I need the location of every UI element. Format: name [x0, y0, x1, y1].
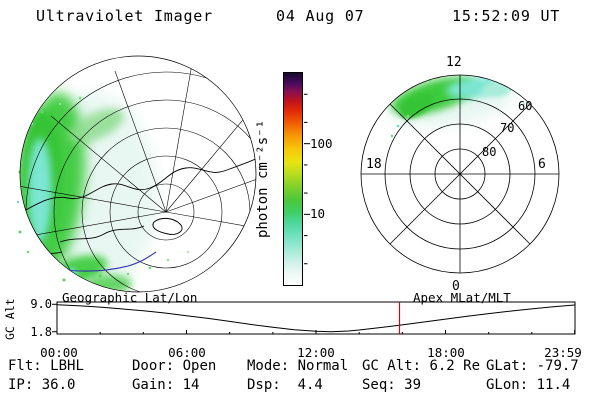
status-ip: IP: 36.0: [8, 377, 75, 393]
status-ip-value: 36.0: [41, 377, 76, 393]
status-ip-label: IP:: [8, 377, 34, 393]
timeline-xtick-1200: 12:00: [297, 345, 335, 360]
header-time: 15:52:09 UT: [452, 7, 561, 25]
timeline-xtick-0000: 00:00: [40, 345, 78, 360]
timeline-xtick-0600: 06:00: [168, 345, 206, 360]
status-door-label: Door:: [132, 358, 175, 374]
timeline-ticks: [52, 303, 576, 334]
polar-aurora-pale-cyan: [482, 83, 510, 97]
status-door-value: Open: [182, 358, 217, 374]
colorbar-tick-10: 10: [310, 206, 326, 221]
status-gain-value: 14: [182, 377, 200, 393]
timeline-plot: [52, 301, 576, 335]
colorbar-tick-100: 100: [310, 136, 333, 151]
status-dsp: Dsp: 4.4: [247, 377, 323, 393]
mlat-label-80: 80: [482, 145, 496, 159]
status-glat-label: GLat:: [486, 358, 529, 374]
status-gcalt: GC Alt: 6.2 Re: [362, 358, 480, 374]
mlt-label-18: 18: [366, 157, 382, 172]
status-gcalt-label: GC Alt:: [362, 358, 422, 374]
status-dsp-label: Dsp:: [247, 377, 281, 393]
status-mode-value: Normal: [297, 358, 349, 374]
aurora-patch-top: [68, 108, 124, 144]
status-door: Door: Open: [132, 358, 216, 374]
colorbar-label: photon cm⁻²s⁻¹: [255, 120, 271, 239]
timeline-xtick-1800: 18:00: [427, 345, 465, 360]
left-panel-caption: Geographic Lat/Lon: [62, 290, 198, 305]
status-glon-label: GLon:: [486, 377, 529, 393]
status-gcalt-value: 6.2 Re: [429, 358, 481, 374]
mlt-label-6: 6: [538, 157, 546, 172]
status-glat-value: -79.7: [536, 358, 579, 374]
status-mode: Mode: Normal: [247, 358, 348, 374]
status-seq-value: 39: [404, 377, 422, 393]
status-glat: GLat: -79.7: [486, 358, 579, 374]
status-seq-label: Seq:: [362, 377, 396, 393]
colorbar: [283, 72, 303, 286]
fov-outline: [19, 55, 257, 293]
status-glon: GLon: 11.4: [486, 377, 570, 393]
timeline-xtick-2359: 23:59: [544, 345, 582, 360]
status-flt-label: Flt:: [8, 358, 42, 374]
status-glon-value: 11.4: [536, 377, 571, 393]
mlt-label-0: 0: [452, 279, 460, 294]
mlt-mlat-grid: [360, 74, 560, 274]
mlat-label-70: 70: [500, 121, 514, 135]
geographic-map-panel: [16, 55, 257, 293]
gc-alt-curve: [56, 304, 575, 333]
mlt-label-12: 12: [446, 55, 462, 70]
timeline-ytick-top: 9.0: [30, 297, 52, 311]
status-gain-label: Gain:: [132, 377, 175, 393]
status-seq: Seq: 39: [362, 377, 421, 393]
auroral-emission-geographic: [20, 92, 158, 292]
header-date: 04 Aug 07: [276, 7, 365, 25]
app-title: Ultraviolet Imager: [36, 7, 213, 25]
status-mode-label: Mode:: [247, 358, 290, 374]
status-gain: Gain: 14: [132, 377, 199, 393]
status-flt: Flt: LBHL: [8, 358, 84, 374]
apex-polar-plot: 12 18 6 0 60 70 80: [360, 55, 560, 294]
mlat-label-60: 60: [518, 99, 532, 113]
timeline-ytick-bottom: 1.8: [30, 325, 52, 339]
status-dsp-value: 4.4: [297, 377, 323, 393]
polar-aurora-bright: [399, 93, 433, 119]
colorbar-ticks: [304, 93, 310, 265]
status-flt-value: LBHL: [50, 358, 84, 374]
right-panel-caption: Apex MLat/MLT: [413, 290, 511, 305]
timeline-frame: [56, 301, 576, 335]
aurora-speckles-geographic: [16, 96, 190, 282]
